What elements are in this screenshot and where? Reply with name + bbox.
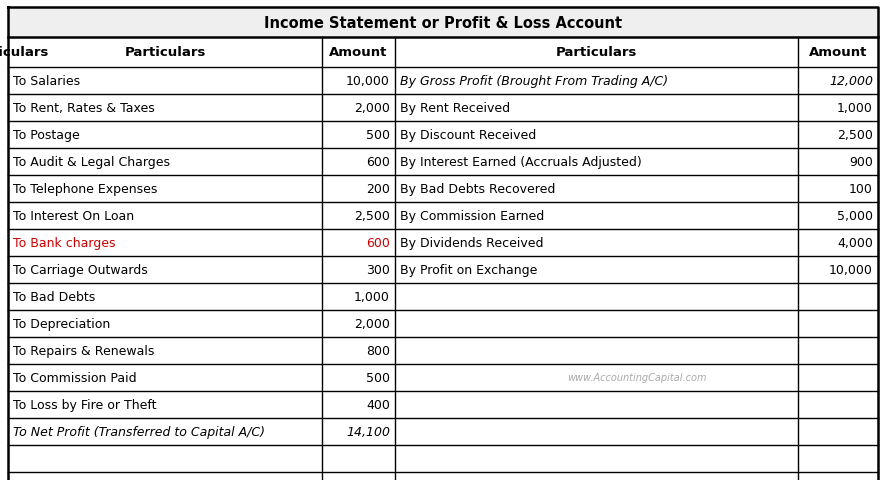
Text: To Carriage Outwards: To Carriage Outwards <box>13 264 148 276</box>
Text: 14,100: 14,100 <box>346 425 390 438</box>
Text: www.AccountingCapital.com: www.AccountingCapital.com <box>567 373 706 383</box>
Text: 2,500: 2,500 <box>354 210 390 223</box>
Text: Amount: Amount <box>809 47 867 60</box>
Text: By Commission Earned: By Commission Earned <box>400 210 544 223</box>
Text: Particulars: Particulars <box>556 47 637 60</box>
Text: 500: 500 <box>366 371 390 384</box>
Bar <box>8 337 878 364</box>
Text: 1,000: 1,000 <box>837 102 873 115</box>
Text: 2,000: 2,000 <box>354 317 390 330</box>
Text: By Profit on Exchange: By Profit on Exchange <box>400 264 537 276</box>
Bar <box>8 256 878 283</box>
Text: 400: 400 <box>367 398 390 411</box>
Text: By Interest Earned (Accruals Adjusted): By Interest Earned (Accruals Adjusted) <box>400 156 642 168</box>
Bar <box>8 95 878 122</box>
Text: By Gross Profit (Brought From Trading A/C): By Gross Profit (Brought From Trading A/… <box>400 75 668 88</box>
Text: 2,000: 2,000 <box>354 102 390 115</box>
Bar <box>8 445 878 472</box>
Bar <box>8 364 878 391</box>
Text: By Rent Received: By Rent Received <box>400 102 510 115</box>
Text: To Salaries: To Salaries <box>13 75 80 88</box>
Bar <box>8 472 878 480</box>
Text: To Loss by Fire or Theft: To Loss by Fire or Theft <box>13 398 156 411</box>
Bar <box>8 203 878 229</box>
Text: 200: 200 <box>367 182 390 195</box>
Text: 300: 300 <box>367 264 390 276</box>
Text: To Commission Paid: To Commission Paid <box>13 371 137 384</box>
Text: 100: 100 <box>849 182 873 195</box>
Text: To Net Profit (Transferred to Capital A/C): To Net Profit (Transferred to Capital A/… <box>13 425 265 438</box>
Bar <box>8 149 878 176</box>
Text: 5,000: 5,000 <box>837 210 873 223</box>
Text: 10,000: 10,000 <box>829 264 873 276</box>
Bar <box>8 38 878 68</box>
Text: Particulars: Particulars <box>0 47 48 60</box>
Text: By Bad Debts Recovered: By Bad Debts Recovered <box>400 182 555 195</box>
Text: 800: 800 <box>366 344 390 357</box>
Text: To Rent, Rates & Taxes: To Rent, Rates & Taxes <box>13 102 155 115</box>
Text: 600: 600 <box>367 156 390 168</box>
Text: Amount: Amount <box>329 47 388 60</box>
Text: 10,000: 10,000 <box>346 75 390 88</box>
Text: Income Statement or Profit & Loss Account: Income Statement or Profit & Loss Accoun… <box>264 15 622 30</box>
Bar <box>8 283 878 311</box>
Text: 12,000: 12,000 <box>829 75 873 88</box>
Text: To Bank charges: To Bank charges <box>13 237 115 250</box>
Bar <box>8 68 878 95</box>
Bar <box>8 229 878 256</box>
Text: To Repairs & Renewals: To Repairs & Renewals <box>13 344 155 357</box>
Text: To Bad Debts: To Bad Debts <box>13 290 96 303</box>
Bar <box>8 176 878 203</box>
Text: To Interest On Loan: To Interest On Loan <box>13 210 134 223</box>
Text: 600: 600 <box>367 237 390 250</box>
Text: To Depreciation: To Depreciation <box>13 317 110 330</box>
Text: 500: 500 <box>366 129 390 142</box>
Text: By Discount Received: By Discount Received <box>400 129 536 142</box>
Text: 1,000: 1,000 <box>354 290 390 303</box>
Bar <box>8 418 878 445</box>
Text: To Audit & Legal Charges: To Audit & Legal Charges <box>13 156 170 168</box>
Text: 2,500: 2,500 <box>837 129 873 142</box>
Text: To Telephone Expenses: To Telephone Expenses <box>13 182 157 195</box>
Bar <box>8 391 878 418</box>
Text: Particulars: Particulars <box>124 47 206 60</box>
Text: To Postage: To Postage <box>13 129 80 142</box>
Text: 4,000: 4,000 <box>837 237 873 250</box>
Text: 900: 900 <box>849 156 873 168</box>
Text: By Dividends Received: By Dividends Received <box>400 237 544 250</box>
Bar <box>8 311 878 337</box>
Bar <box>8 8 878 38</box>
Bar <box>8 122 878 149</box>
